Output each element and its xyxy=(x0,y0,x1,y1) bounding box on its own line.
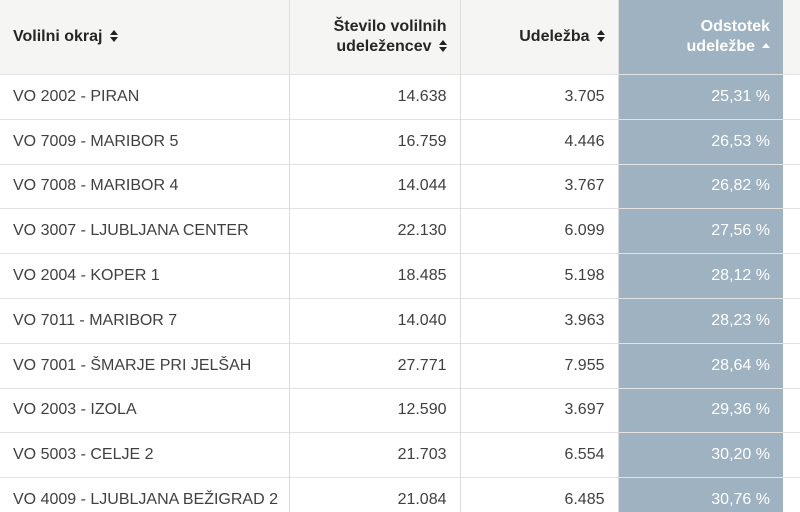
column-header-udelezba[interactable]: Udeležba xyxy=(460,0,619,75)
cell-volilni-okraj: VO 2003 - IZOLA xyxy=(0,387,290,433)
filler-cell xyxy=(783,208,800,254)
table-row: VO 4009 - LJUBLJANA BEŽIGRAD 2 21.084 6.48… xyxy=(0,477,800,512)
cell-volilni-okraj: VO 7001 - ŠMARJE PRI JELŠAH xyxy=(0,342,290,389)
filler-cell xyxy=(783,118,800,165)
filler-cell xyxy=(783,253,800,299)
cell-stevilo-udelezencev: 22.130 xyxy=(289,208,461,254)
cell-volilni-okraj: VO 2004 - KOPER 1 xyxy=(0,253,290,299)
cell-stevilo-udelezencev: 14.638 xyxy=(289,74,461,120)
sort-icon xyxy=(596,29,605,43)
cell-udelezba: 3.963 xyxy=(460,297,619,344)
column-header-label: Število volilnih udeležencev xyxy=(333,18,447,55)
cell-udelezba: 3.767 xyxy=(460,163,619,209)
table-body: VO 2002 - PIRAN 14.638 3.705 25,31 % VO 7009… xyxy=(0,74,800,512)
table-row: VO 2004 - KOPER 1 18.485 5.198 28,12 % xyxy=(0,253,800,299)
table-row: VO 2002 - PIRAN 14.638 3.705 25,31 % xyxy=(0,74,800,120)
cell-udelezba: 3.705 xyxy=(460,74,619,120)
cell-volilni-okraj: VO 2002 - PIRAN xyxy=(0,74,290,120)
column-header-stevilo-udelezencev[interactable]: Število volilnih udeležencev xyxy=(289,0,461,75)
cell-udelezba: 5.198 xyxy=(460,253,619,299)
table-row: VO 3007 - LJUBLJANA CENTER 22.130 6.099 27,… xyxy=(0,208,800,254)
cell-odstotek-udelezbe: 27,56 % xyxy=(618,208,783,254)
cell-udelezba: 6.554 xyxy=(460,432,619,478)
table-row: VO 7001 - ŠMARJE PRI JELŠAH 27.771 7.955 28… xyxy=(0,342,800,389)
cell-odstotek-udelezbe: 30,20 % xyxy=(618,432,783,478)
cell-odstotek-udelezbe: 28,64 % xyxy=(618,342,783,389)
sort-icon xyxy=(109,29,118,43)
table-row: VO 5003 - CELJE 2 21.703 6.554 30,20 % xyxy=(0,432,800,478)
filler-cell xyxy=(783,432,800,478)
cell-stevilo-udelezencev: 21.703 xyxy=(289,432,461,478)
cell-udelezba: 6.485 xyxy=(460,477,619,512)
filler-cell xyxy=(783,477,800,512)
filler-cell xyxy=(783,163,800,209)
sort-icon xyxy=(438,39,447,53)
cell-odstotek-udelezbe: 26,53 % xyxy=(618,118,783,165)
cell-stevilo-udelezencev: 16.759 xyxy=(289,118,461,165)
cell-odstotek-udelezbe: 25,31 % xyxy=(618,74,783,120)
cell-volilni-okraj: VO 7008 - MARIBOR 4 xyxy=(0,163,290,209)
cell-volilni-okraj: VO 7009 - MARIBOR 5 xyxy=(0,118,290,165)
cell-stevilo-udelezencev: 14.040 xyxy=(289,297,461,344)
cell-udelezba: 7.955 xyxy=(460,342,619,389)
column-header-label: Odstotek udeležbe xyxy=(686,18,770,55)
cell-odstotek-udelezbe: 28,23 % xyxy=(618,297,783,344)
cell-odstotek-udelezbe: 26,82 % xyxy=(618,163,783,209)
filler-cell xyxy=(783,297,800,344)
table-row: VO 7008 - MARIBOR 4 14.044 3.767 26,82 % xyxy=(0,163,800,209)
table-row: VO 2003 - IZOLA 12.590 3.697 29,36 % xyxy=(0,387,800,433)
sort-ascending-icon xyxy=(762,43,770,49)
cell-odstotek-udelezbe: 28,12 % xyxy=(618,253,783,299)
cell-udelezba: 6.099 xyxy=(460,208,619,254)
table-row: VO 7011 - MARIBOR 7 14.040 3.963 28,23 % xyxy=(0,297,800,344)
table-row: VO 7009 - MARIBOR 5 16.759 4.446 26,53 % xyxy=(0,118,800,165)
filler-cell xyxy=(783,74,800,120)
cell-stevilo-udelezencev: 21.084 xyxy=(289,477,461,512)
column-header-label: Udeležba xyxy=(519,28,590,45)
column-header-odstotek-udelezbe[interactable]: Odstotek udeležbe xyxy=(618,0,783,75)
filler-cell xyxy=(783,342,800,389)
cell-stevilo-udelezencev: 18.485 xyxy=(289,253,461,299)
table-header: Volilni okraj Število volilnih udeleženc… xyxy=(0,0,800,75)
cell-volilni-okraj: VO 3007 - LJUBLJANA CENTER xyxy=(0,208,290,254)
cell-stevilo-udelezencev: 14.044 xyxy=(289,163,461,209)
cell-volilni-okraj: VO 4009 - LJUBLJANA BEŽIGRAD 2 xyxy=(0,477,290,512)
cell-odstotek-udelezbe: 29,36 % xyxy=(618,387,783,433)
cell-udelezba: 3.697 xyxy=(460,387,619,433)
cell-udelezba: 4.446 xyxy=(460,118,619,165)
cell-odstotek-udelezbe: 30,76 % xyxy=(618,477,783,512)
cell-stevilo-udelezencev: 27.771 xyxy=(289,342,461,389)
cell-volilni-okraj: VO 5003 - CELJE 2 xyxy=(0,432,290,478)
header-filler-cell xyxy=(783,0,800,75)
cell-volilni-okraj: VO 7011 - MARIBOR 7 xyxy=(0,297,290,344)
filler-cell xyxy=(783,387,800,433)
column-header-volilni-okraj[interactable]: Volilni okraj xyxy=(0,0,290,75)
header-row: Volilni okraj Število volilnih udeleženc… xyxy=(0,0,800,75)
cell-stevilo-udelezencev: 12.590 xyxy=(289,387,461,433)
column-header-label: Volilni okraj xyxy=(13,28,103,45)
